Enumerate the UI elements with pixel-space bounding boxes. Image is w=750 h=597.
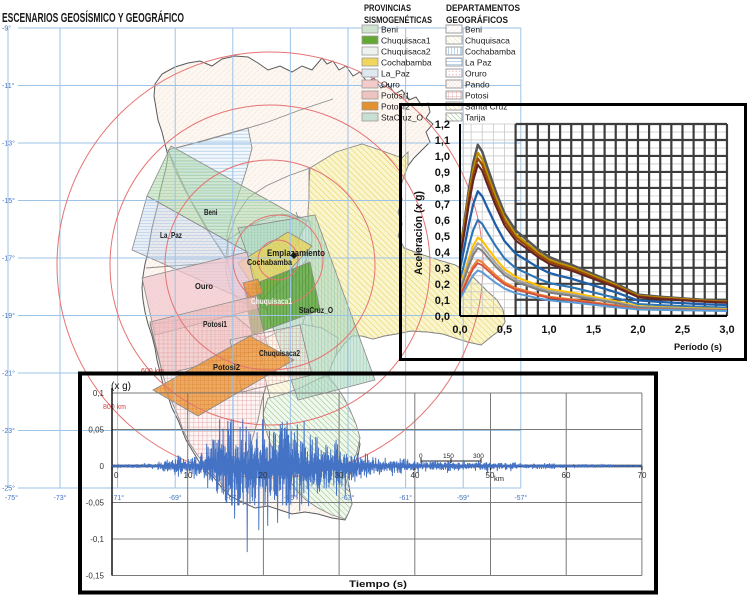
svg-text:0,1: 0,1 xyxy=(93,389,105,398)
svg-text:0: 0 xyxy=(419,453,423,460)
svg-text:Beni: Beni xyxy=(465,25,482,35)
svg-text:-61°: -61° xyxy=(399,494,412,502)
svg-text:1,5: 1,5 xyxy=(586,324,601,336)
svg-text:0,8: 0,8 xyxy=(435,183,450,195)
svg-text:-25°: -25° xyxy=(2,485,15,493)
svg-text:0,0: 0,0 xyxy=(435,311,450,323)
svg-text:Aceleración (x g): Aceleración (x g) xyxy=(413,191,425,275)
svg-text:StaCruz_O: StaCruz_O xyxy=(381,113,423,123)
svg-text:40: 40 xyxy=(411,471,420,480)
svg-text:La_Paz: La_Paz xyxy=(160,231,182,240)
svg-text:La_Paz: La_Paz xyxy=(381,69,410,79)
svg-text:-63°: -63° xyxy=(342,494,355,502)
svg-text:1,1: 1,1 xyxy=(435,135,450,147)
svg-text:30: 30 xyxy=(335,471,344,480)
svg-text:(x g): (x g) xyxy=(111,381,131,392)
svg-text:-59°: -59° xyxy=(457,494,470,502)
svg-text:SISMOGENÉTICAS: SISMOGENÉTICAS xyxy=(364,15,432,25)
svg-text:2,5: 2,5 xyxy=(675,324,690,336)
svg-text:0,9: 0,9 xyxy=(435,167,450,179)
svg-text:50: 50 xyxy=(486,471,495,480)
svg-text:Beni: Beni xyxy=(381,25,398,35)
svg-text:-15°: -15° xyxy=(2,197,15,205)
svg-text:0,5: 0,5 xyxy=(435,231,450,243)
svg-text:GEOGRÁFICOS: GEOGRÁFICOS xyxy=(446,15,508,25)
svg-text:-23°: -23° xyxy=(2,427,15,435)
svg-text:800 km: 800 km xyxy=(103,404,126,411)
svg-text:-17°: -17° xyxy=(2,255,15,263)
svg-text:Chuquisaca2: Chuquisaca2 xyxy=(259,349,300,358)
svg-text:Pando: Pando xyxy=(465,80,490,90)
svg-text:1,0: 1,0 xyxy=(435,151,450,163)
svg-text:-0,05: -0,05 xyxy=(86,499,105,508)
svg-text:Cochabamba: Cochabamba xyxy=(247,258,292,267)
svg-text:0,2: 0,2 xyxy=(435,279,450,291)
svg-text:Potosi2: Potosi2 xyxy=(213,363,241,372)
svg-text:PROVINCIAS: PROVINCIAS xyxy=(364,3,411,13)
svg-text:Potosi1: Potosi1 xyxy=(203,320,227,329)
svg-text:DEPARTAMENTOS: DEPARTAMENTOS xyxy=(446,3,520,13)
svg-text:Cochabamba: Cochabamba xyxy=(465,47,516,57)
svg-text:-69°: -69° xyxy=(169,494,182,502)
svg-text:0,05: 0,05 xyxy=(88,426,104,435)
svg-text:3,0: 3,0 xyxy=(719,324,734,336)
svg-text:Tarija: Tarija xyxy=(465,113,486,123)
svg-text:10: 10 xyxy=(184,471,193,480)
svg-text:Período (s): Período (s) xyxy=(674,342,722,353)
svg-text:-9°: -9° xyxy=(2,25,11,33)
svg-text:-13°: -13° xyxy=(2,140,15,148)
svg-text:0: 0 xyxy=(100,462,105,471)
svg-text:Cochabamba: Cochabamba xyxy=(381,58,432,68)
svg-text:150: 150 xyxy=(443,453,454,460)
svg-text:La Paz: La Paz xyxy=(465,58,491,68)
svg-text:-21°: -21° xyxy=(2,370,15,378)
svg-text:Tiempo (s): Tiempo (s) xyxy=(349,579,407,589)
svg-text:Beni: Beni xyxy=(204,208,218,217)
svg-text:300: 300 xyxy=(473,453,484,460)
svg-text:0,5: 0,5 xyxy=(497,324,512,336)
svg-text:ESCENARIOS GEOSÍSMICO Y GEOGRÁ: ESCENARIOS GEOSÍSMICO Y GEOGRÁFICO xyxy=(2,10,184,25)
svg-text:-11°: -11° xyxy=(2,82,15,90)
svg-text:2,0: 2,0 xyxy=(630,324,645,336)
svg-text:0,0: 0,0 xyxy=(452,324,467,336)
svg-text:-67°: -67° xyxy=(226,494,239,502)
svg-text:Chuquisaca1: Chuquisaca1 xyxy=(251,297,292,306)
svg-text:20: 20 xyxy=(259,471,268,480)
svg-text:Chuquisaca2: Chuquisaca2 xyxy=(381,47,431,57)
svg-text:-19°: -19° xyxy=(2,312,15,320)
svg-text:0,1: 0,1 xyxy=(435,295,450,307)
svg-text:-75°: -75° xyxy=(5,494,18,502)
svg-text:StaCruz_O: StaCruz_O xyxy=(299,306,333,315)
svg-text:Ouro: Ouro xyxy=(195,282,213,291)
svg-text:Chuquisaca: Chuquisaca xyxy=(465,36,510,46)
svg-text:1,0: 1,0 xyxy=(541,324,556,336)
svg-text:km: km xyxy=(494,474,504,483)
svg-text:Potosí1: Potosí1 xyxy=(381,91,410,101)
svg-text:Oruro: Oruro xyxy=(465,69,487,79)
svg-text:-0,1: -0,1 xyxy=(90,535,104,544)
svg-text:0,7: 0,7 xyxy=(435,199,450,211)
svg-text:0,3: 0,3 xyxy=(435,263,450,275)
svg-text:Ouro: Ouro xyxy=(381,80,400,90)
svg-text:-71°: -71° xyxy=(111,494,124,502)
svg-text:-0,15: -0,15 xyxy=(86,572,105,581)
svg-text:Potosi: Potosi xyxy=(465,91,489,101)
svg-text:0,6: 0,6 xyxy=(435,215,450,227)
svg-text:Chuquisaca1: Chuquisaca1 xyxy=(381,36,431,46)
svg-text:60: 60 xyxy=(562,471,571,480)
svg-text:-73°: -73° xyxy=(54,494,67,502)
svg-text:Potosí2: Potosí2 xyxy=(381,102,410,112)
svg-text:70: 70 xyxy=(638,471,647,480)
svg-text:0,4: 0,4 xyxy=(435,247,451,259)
svg-text:Emplazamiento: Emplazamiento xyxy=(267,248,325,259)
svg-text:-57°: -57° xyxy=(514,494,527,502)
svg-text:Santa Cruz: Santa Cruz xyxy=(465,102,508,112)
svg-text:1,2: 1,2 xyxy=(435,119,450,131)
svg-text:0: 0 xyxy=(114,471,119,480)
